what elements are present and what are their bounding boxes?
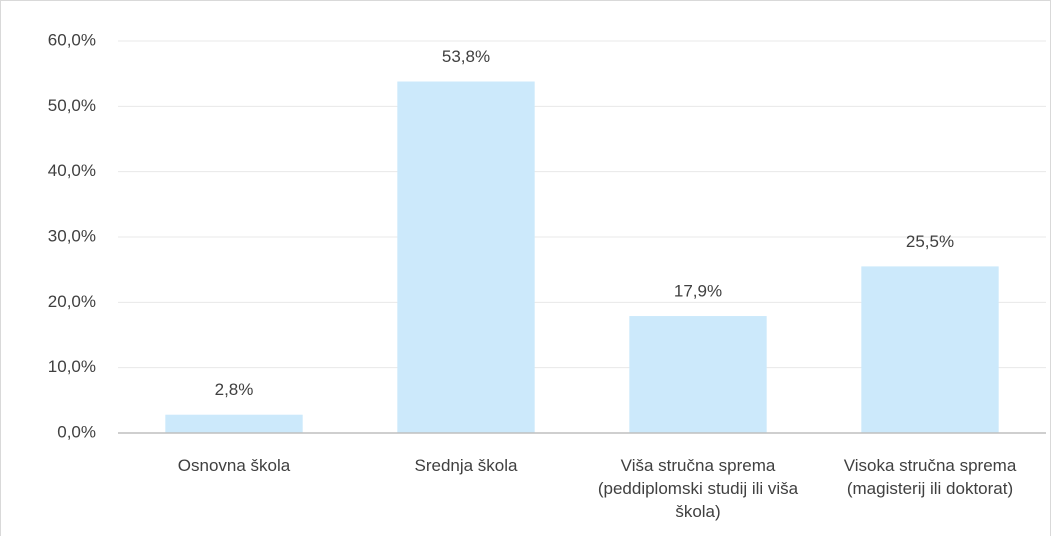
value-label: 25,5% xyxy=(906,232,954,251)
bar xyxy=(397,81,535,434)
x-tick-label: Osnovna škola xyxy=(177,456,291,475)
y-tick-label: 40,0% xyxy=(48,161,96,180)
x-tick-label: Srednja škola xyxy=(414,456,518,475)
value-label: 53,8% xyxy=(442,47,490,66)
y-tick-label: 30,0% xyxy=(48,226,96,245)
y-tick-label: 20,0% xyxy=(48,292,96,311)
value-label: 2,8% xyxy=(215,380,254,399)
y-tick-label: 50,0% xyxy=(48,96,96,115)
bar xyxy=(629,316,767,433)
y-tick-label: 0,0% xyxy=(57,422,96,441)
y-tick-label: 10,0% xyxy=(48,357,96,376)
x-tick-label: Viša stručna sprema (peddiplomski studij… xyxy=(597,456,799,521)
bar xyxy=(861,266,999,433)
bar xyxy=(165,414,303,433)
value-label: 17,9% xyxy=(674,282,722,301)
y-tick-label: 60,0% xyxy=(48,30,96,49)
x-tick-label: Visoka stručna sprema (magisterij ili do… xyxy=(843,456,1017,498)
